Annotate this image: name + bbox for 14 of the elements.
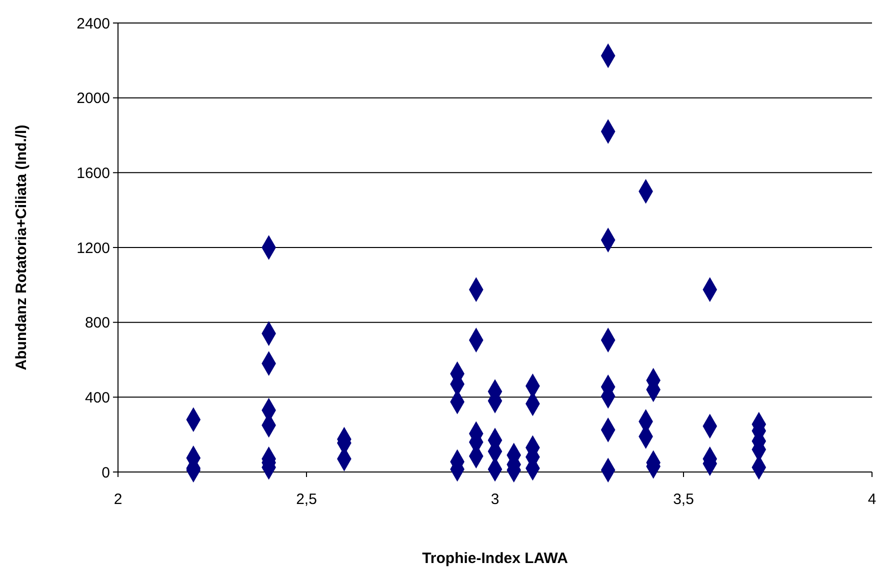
y-axis-title: Abundanz Rotatoria+Ciliata (Ind./l) — [13, 124, 30, 370]
y-tick-label: 800 — [84, 314, 110, 332]
x-tick-label: 2,5 — [296, 491, 317, 508]
x-tick-label: 4 — [868, 491, 876, 508]
y-tick-label: 1200 — [76, 240, 110, 257]
x-tick-label: 3 — [490, 491, 500, 508]
y-tick-label: 0 — [102, 464, 110, 482]
y-tick-label: 1600 — [76, 164, 110, 182]
x-axis-title: Trophie-Index LAWA — [422, 550, 568, 567]
y-tick-label: 2000 — [76, 90, 110, 108]
y-tick-label: 400 — [84, 389, 110, 406]
x-tick-label: 3,5 — [673, 491, 694, 508]
y-tick-label: 2400 — [76, 15, 110, 32]
x-tick-label: 2 — [114, 491, 122, 508]
